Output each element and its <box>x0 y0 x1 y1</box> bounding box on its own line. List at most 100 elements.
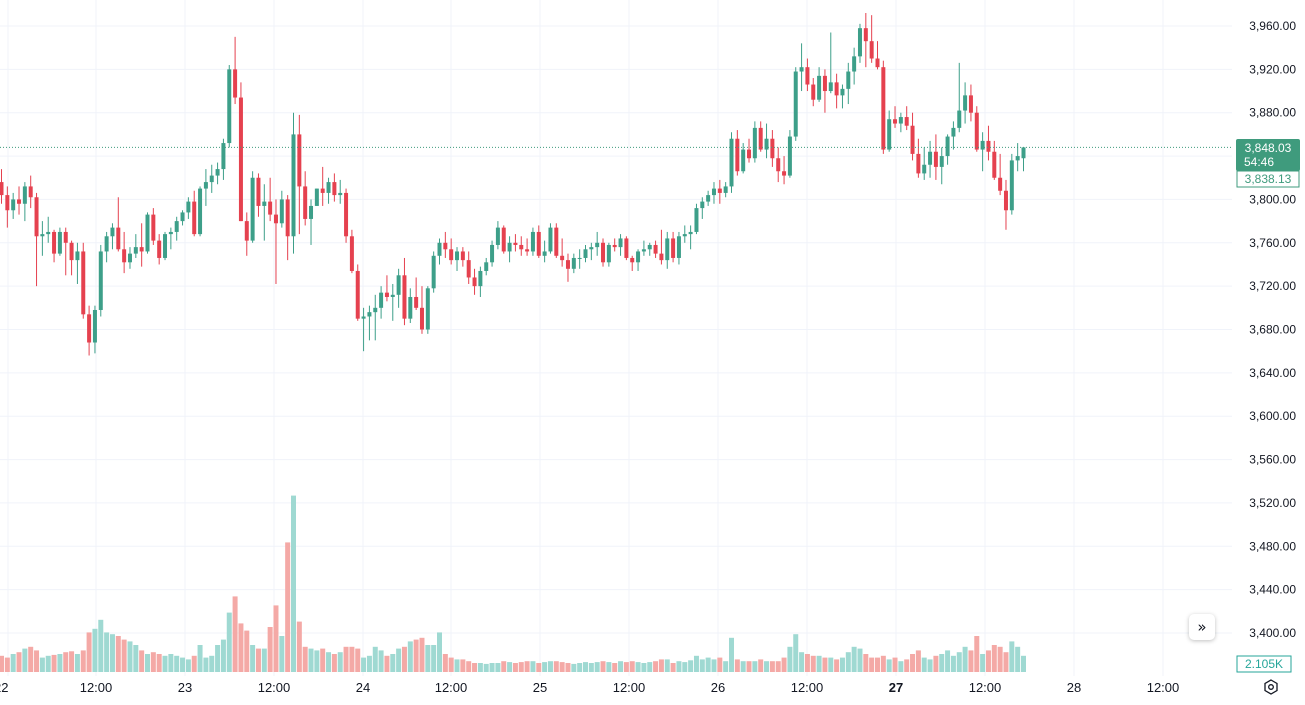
price-candles <box>0 12 1026 356</box>
candle-body <box>17 199 22 204</box>
last-price-label: 3,848.03 <box>1245 141 1292 155</box>
candle-body <box>203 182 208 189</box>
volume-bar <box>547 661 553 672</box>
candle-body <box>98 251 103 310</box>
candle <box>437 238 442 265</box>
volume-bar <box>255 648 261 672</box>
candle-body <box>244 221 249 241</box>
candle <box>519 236 524 256</box>
candle-body <box>787 136 792 176</box>
candle <box>898 112 903 133</box>
candle-body <box>636 251 641 263</box>
candle-body <box>752 127 757 159</box>
candle-body <box>215 169 220 176</box>
candle-body <box>928 151 933 165</box>
candle <box>717 179 722 204</box>
chart-settings-button[interactable] <box>1262 678 1280 696</box>
volume-bar <box>372 646 378 672</box>
candle-body <box>764 138 769 150</box>
candle <box>507 236 512 263</box>
volume-bar <box>688 660 694 672</box>
candle <box>390 283 395 321</box>
candle <box>986 125 991 161</box>
volume-bar <box>244 630 250 672</box>
volume-bar <box>489 663 495 672</box>
volume-bar <box>145 654 150 672</box>
volume-bar <box>571 663 577 672</box>
candle <box>700 197 705 219</box>
candle <box>22 182 27 222</box>
candle <box>671 231 676 263</box>
candle <box>799 43 804 92</box>
volume-badge: 2.105K <box>1236 655 1292 673</box>
candle-body <box>595 242 600 248</box>
candle-body <box>501 227 506 252</box>
time-tick-label: 12:00 <box>791 680 824 695</box>
volume-bar <box>361 657 367 672</box>
candle-body <box>601 242 606 263</box>
candle-body <box>828 82 833 92</box>
volume-bar <box>80 650 86 672</box>
candle-body <box>805 67 810 85</box>
candle-body <box>198 188 203 235</box>
candle-body <box>69 242 74 261</box>
candle <box>741 143 746 174</box>
candle-body <box>478 270 483 287</box>
candle-body <box>279 199 284 224</box>
candle <box>40 221 45 256</box>
candle-body <box>180 212 185 222</box>
candle-body <box>52 231 57 254</box>
candle <box>682 225 687 243</box>
candle-body <box>910 125 915 154</box>
volume-bar <box>168 654 174 672</box>
candle <box>81 242 86 319</box>
candle <box>752 121 757 163</box>
candle <box>52 229 57 263</box>
candle <box>98 244 103 317</box>
volume-bar <box>670 663 676 672</box>
candle-body <box>466 260 471 278</box>
candle-body <box>379 292 384 308</box>
candle <box>595 231 600 256</box>
candle-body <box>28 186 33 198</box>
scroll-to-realtime-button[interactable]: » <box>1189 614 1215 640</box>
volume-bar <box>886 659 892 672</box>
candle <box>554 223 559 258</box>
grid <box>0 0 1232 676</box>
candle <box>443 231 448 258</box>
candle <box>998 153 1003 196</box>
candle <box>758 121 763 152</box>
candle-body <box>782 171 787 176</box>
candle-body <box>390 294 395 297</box>
candle <box>571 253 576 274</box>
candle <box>250 171 255 243</box>
candle-body <box>221 143 226 170</box>
candle-body <box>647 244 652 250</box>
candle <box>992 140 997 180</box>
candle <box>203 169 208 206</box>
volume-bar <box>839 657 845 672</box>
candle-body <box>425 288 430 330</box>
candle-body <box>63 231 68 243</box>
candle-body <box>887 119 892 150</box>
candle <box>875 41 880 70</box>
candle <box>402 257 407 326</box>
volume-bar <box>220 639 226 672</box>
candle <box>367 305 372 341</box>
candle-body <box>525 249 530 252</box>
time-axis[interactable]: 22 12:00 23 12:00 24 12:00 25 12:00 26 12:00 27 12:… <box>0 680 1179 695</box>
candle-body <box>297 134 302 187</box>
candle-body <box>671 238 676 258</box>
candle-body <box>565 260 570 269</box>
volume-bar <box>577 663 583 672</box>
candle <box>957 62 962 133</box>
volume-label: 2.105K <box>1245 657 1283 671</box>
candle <box>828 32 833 94</box>
price-axis[interactable]: 3,960.003,920.003,880.003,840.003,800.00… <box>1249 19 1296 640</box>
candle-body <box>758 127 763 150</box>
volume-bar <box>197 645 203 672</box>
time-tick-label: 24 <box>356 680 370 695</box>
candle <box>840 84 845 109</box>
